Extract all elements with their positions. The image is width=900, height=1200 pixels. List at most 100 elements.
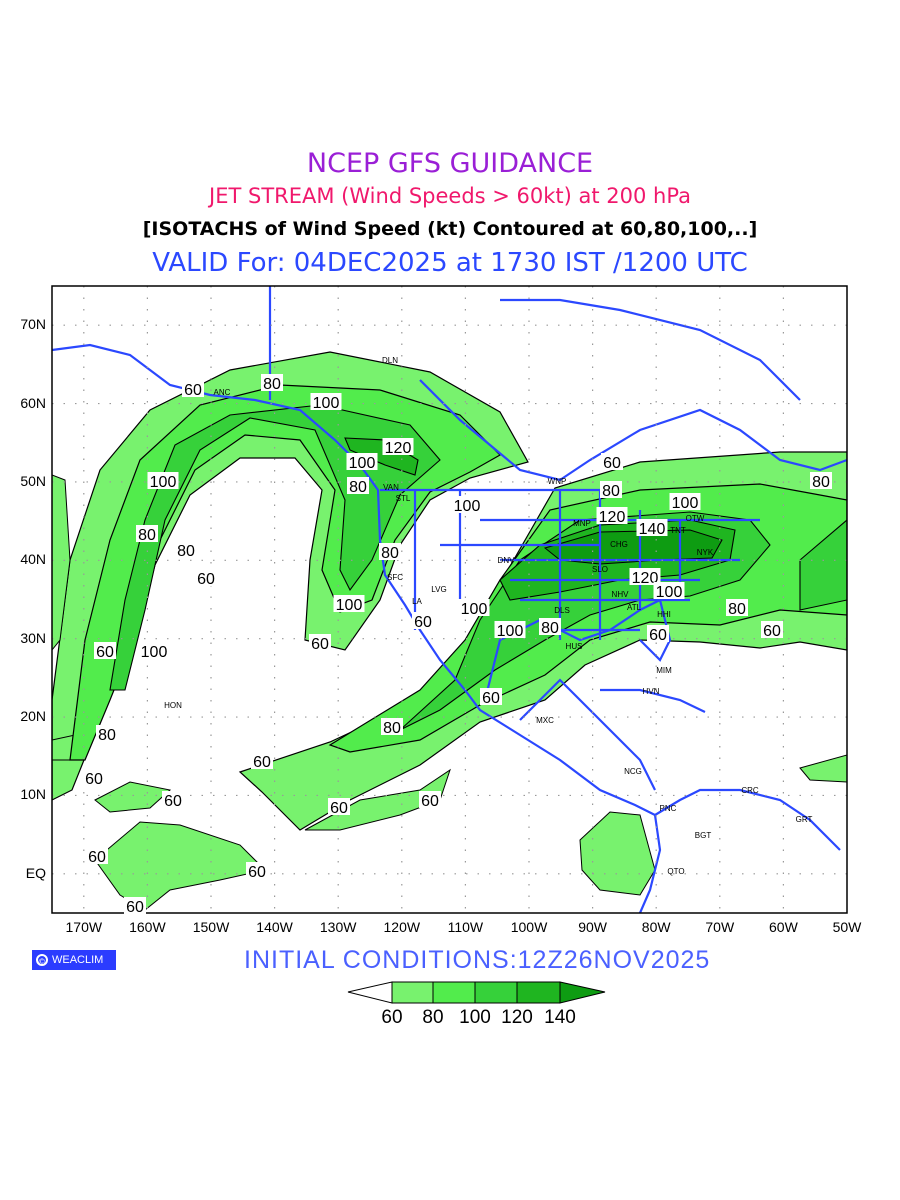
- contour-label-bg: [451, 496, 483, 513]
- contour-label: 60: [763, 623, 781, 640]
- contour-label: 80: [728, 601, 746, 618]
- contour-label: 100: [349, 455, 376, 472]
- contour-label-bg: [195, 569, 217, 586]
- city-label: MIM: [656, 666, 672, 675]
- contour-label-bg: [261, 374, 283, 391]
- colorbar-100-120: [474, 981, 518, 1004]
- contour-label: 60: [85, 771, 103, 788]
- city-label: WNP: [548, 477, 567, 486]
- colorbar-label: 80: [422, 1007, 444, 1028]
- lat-tick-label: 40N: [20, 551, 46, 568]
- contour-label: 60: [164, 793, 182, 810]
- contour-label: 80: [602, 483, 620, 500]
- lat-tick-label: 20N: [20, 708, 46, 725]
- contour-label: 60: [421, 793, 439, 810]
- colorbar-label: 100: [459, 1007, 491, 1028]
- colorbar-label: 140: [544, 1007, 576, 1028]
- contour-label-bg: [251, 752, 273, 769]
- city-label: ATL: [627, 603, 642, 612]
- contour-label-bg: [310, 393, 342, 410]
- colorbar-label: 60: [381, 1007, 403, 1028]
- contour-label: 80: [383, 720, 401, 737]
- contour-label: 60: [184, 382, 202, 399]
- isotach-140: [543, 529, 723, 565]
- logo-text: WEACLIM: [52, 954, 104, 966]
- contour-label-bg: [636, 519, 668, 536]
- isotach-100-polar: [109, 404, 441, 691]
- contour-label-bg: [419, 791, 441, 808]
- contour-label-bg: [810, 472, 832, 489]
- contour-label-bg: [86, 847, 108, 864]
- contour-label: 80: [349, 479, 367, 496]
- weaclim-logo: © WEACLIM: [32, 950, 116, 970]
- contour-label: 80: [98, 727, 116, 744]
- lon-tick-label: 120W: [383, 919, 421, 935]
- contour-label-bg: [346, 453, 378, 470]
- lon-tick-label: 70W: [705, 919, 735, 935]
- contour-label: 60: [88, 849, 106, 866]
- city-label: NHV: [612, 590, 630, 599]
- colorbar-label: 120: [501, 1007, 533, 1028]
- lon-tick-label: 150W: [192, 919, 230, 935]
- city-label: HVN: [643, 687, 660, 696]
- lat-tick-label: 10N: [20, 786, 46, 803]
- contour-label: 60: [197, 571, 215, 588]
- city-label: NYK: [697, 548, 714, 557]
- contour-label-bg: [83, 769, 105, 786]
- colorbar-above-140: [559, 981, 606, 1004]
- colorbar-80-100: [432, 981, 476, 1004]
- contour-label-bg: [539, 618, 561, 635]
- city-labels: DLN ANC VAN STL SFC LVG LA DNV WNP MNP CHG SLO TNTOT…: [164, 356, 812, 876]
- lon-tick-label: 80W: [641, 919, 671, 935]
- contour-label-bg: [333, 595, 365, 612]
- contour-label-bg: [246, 862, 268, 879]
- contour-label-bg: [138, 642, 170, 659]
- contour-label-bg: [136, 525, 158, 542]
- contour-label-bg: [147, 472, 179, 489]
- contour-label: 100: [656, 584, 683, 601]
- contour-label-bg: [629, 568, 661, 585]
- map-frame: [51, 285, 848, 914]
- lon-tick-label: 140W: [256, 919, 293, 935]
- contour-label: 120: [632, 570, 659, 587]
- contour-label-bg: [347, 477, 369, 494]
- isotach-100-subtropical: [399, 511, 847, 731]
- lon-tick-label: 130W: [319, 919, 357, 935]
- copyright-icon: ©: [36, 954, 48, 967]
- lat-tick-label: EQ: [25, 864, 46, 881]
- contour-label-bg: [480, 688, 502, 705]
- contour-label-bg: [596, 507, 628, 524]
- isotach-60-pacific-blobs: [52, 474, 847, 911]
- city-label: PNC: [660, 804, 677, 813]
- city-label: QTO: [667, 867, 684, 876]
- contour-label: 120: [599, 509, 626, 526]
- contour-label-bg: [379, 543, 401, 560]
- contour-label-bg: [458, 599, 490, 616]
- city-label: SLO: [592, 565, 608, 574]
- contour-label: 100: [461, 601, 488, 618]
- contour-label: 60: [248, 864, 266, 881]
- city-label: DLS: [554, 606, 570, 615]
- lon-tick-label: 50W: [832, 919, 862, 935]
- lat-tick-label: 60N: [20, 394, 46, 411]
- contour-label-bg: [647, 625, 669, 642]
- contour-label: 100: [497, 623, 524, 640]
- contour-label: 100: [454, 498, 481, 515]
- city-label: DNV: [498, 556, 516, 565]
- city-label: HUS: [566, 642, 583, 651]
- contour-label-bg: [601, 453, 623, 470]
- contour-label: 60: [96, 644, 114, 661]
- contour-label: 100: [313, 395, 340, 412]
- contour-labels: 60 80100120100801001008080606010080601008…: [83, 374, 832, 916]
- contour-label: 100: [672, 495, 699, 512]
- city-label: MNP: [573, 519, 591, 528]
- lat-tick-label: 30N: [20, 629, 46, 646]
- contour-label-bg: [94, 642, 116, 659]
- colorbar-below-60: [347, 981, 393, 1004]
- contour-label: 120: [385, 440, 412, 457]
- city-label: CHG: [610, 540, 628, 549]
- city-label: TNT: [670, 526, 686, 535]
- contour-label-bg: [382, 438, 414, 455]
